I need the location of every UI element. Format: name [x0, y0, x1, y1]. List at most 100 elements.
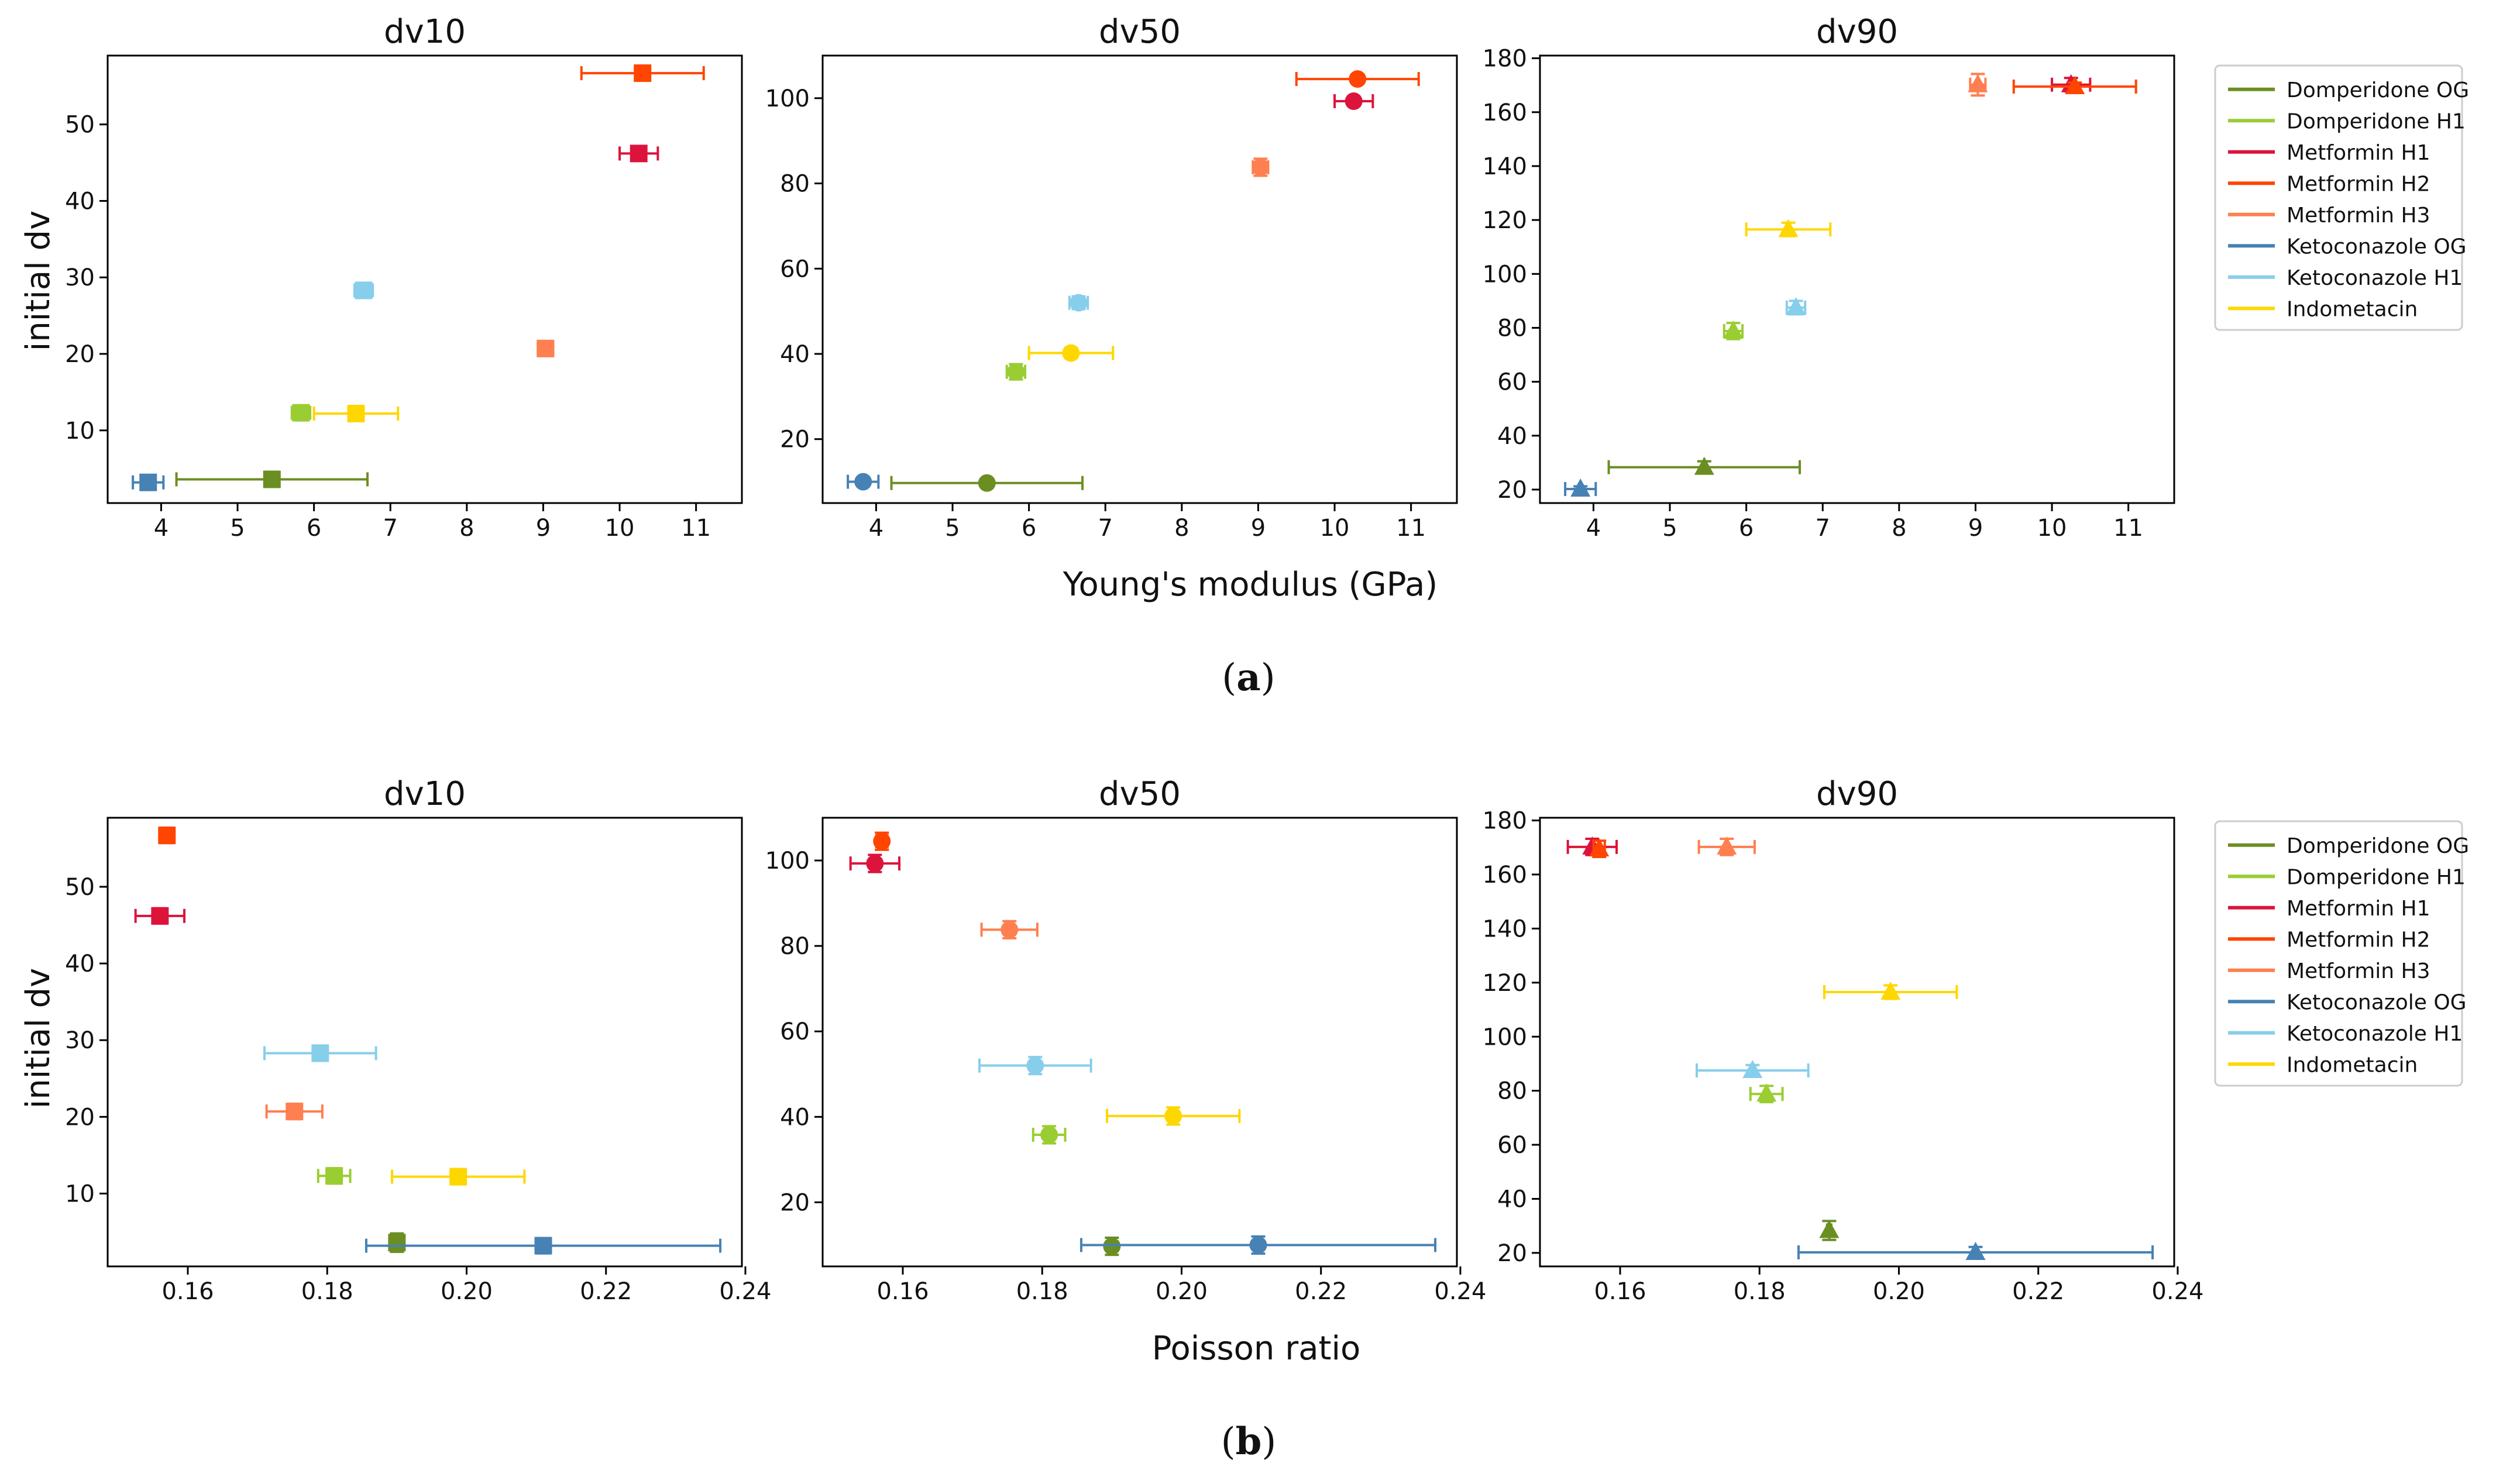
data-point — [1742, 1060, 1763, 1079]
y-tick-label: 40 — [1497, 1186, 1527, 1213]
x-tick-label: 7 — [1816, 515, 1830, 542]
legend-label: Ketoconazole OG — [2287, 235, 2467, 259]
y-tick-label: 120 — [1483, 207, 1527, 234]
legend-item: Ketoconazole H1 — [2228, 266, 2463, 290]
series-metformin-h3 — [1697, 836, 1756, 856]
legend-label: Ketoconazole OG — [2287, 990, 2467, 1014]
y-tick-label: 40 — [1497, 423, 1527, 450]
data-point — [534, 1237, 552, 1255]
x-tick-label: 9 — [1251, 515, 1266, 542]
panel-label-b-open: ( — [1221, 1420, 1236, 1464]
series-metformin-h2 — [580, 64, 705, 82]
xlabel-row-a: Young's modulus (GPa) — [1063, 566, 1438, 604]
series-ketoconazole-h1 — [1696, 1060, 1810, 1079]
data-point — [139, 473, 157, 491]
y-tick-label: 80 — [1497, 315, 1527, 342]
y-tick-label: 120 — [1483, 970, 1527, 997]
data-point — [158, 827, 176, 845]
series-domperidone-h1 — [1723, 320, 1744, 340]
x-tick-label: 0.22 — [2012, 1278, 2064, 1305]
y-tick-label: 30 — [65, 1027, 95, 1054]
y-tick-label: 40 — [65, 951, 95, 977]
panel-label-b: (b) — [1221, 1420, 1277, 1464]
y-tick-label: 30 — [65, 264, 95, 291]
legend-label: Ketoconazole H1 — [2287, 266, 2463, 290]
x-tick-label: 6 — [1739, 515, 1754, 542]
x-tick-label: 8 — [459, 515, 474, 542]
x-tick-label: 7 — [1098, 515, 1113, 542]
legend-label: Domperidone OG — [2287, 78, 2469, 102]
y-tick-label: 80 — [780, 171, 810, 198]
y-tick-label: 50 — [65, 874, 95, 901]
legend-item: Metformin H1 — [2228, 141, 2430, 165]
x-tick-label: 11 — [2113, 515, 2143, 542]
series-domperidone-og — [1103, 1237, 1121, 1256]
legend-item: Metformin H3 — [2228, 959, 2430, 983]
legend-label: Domperidone H1 — [2287, 109, 2466, 133]
data-point — [292, 404, 310, 422]
ylabel-row-a: initial dv — [19, 211, 57, 352]
data-point — [1756, 1083, 1777, 1102]
series-domperidone-h1 — [1005, 363, 1027, 381]
x-tick-label: 0.18 — [1734, 1278, 1786, 1305]
legend-item: Indometacin — [2228, 1053, 2418, 1077]
subplot-title: dv50 — [1099, 13, 1181, 51]
x-tick-label: 8 — [1892, 515, 1906, 542]
data-point — [311, 1044, 329, 1062]
data-point — [355, 281, 373, 299]
x-tick-label: 0.18 — [301, 1278, 353, 1305]
subplot-dv50-a: dv50 4 5 6 7 8 9 10 11 20 40 60 80 100 — [765, 13, 1458, 542]
legend-label: Ketoconazole H1 — [2287, 1022, 2463, 1046]
y-tick-label: 10 — [65, 418, 95, 445]
legend-frame — [2214, 820, 2463, 1087]
panel-label-a-letter: a — [1236, 656, 1260, 700]
x-tick-label: 8 — [1174, 515, 1189, 542]
y-tick-label: 180 — [1483, 808, 1527, 835]
x-tick-label: 4 — [869, 515, 883, 542]
series-domperidone-h1 — [1032, 1125, 1067, 1145]
series-domperidone-h1 — [1749, 1083, 1784, 1104]
plots-layer: dv10 4 5 6 7 8 9 10 11 10 20 30 40 50 dv50 4 5 6 7 8 9 10 11 20… — [65, 13, 2203, 1305]
series-ketoconazole-og — [847, 473, 880, 491]
data-point — [1570, 478, 1591, 497]
data-point — [325, 1167, 343, 1185]
y-tick-label: 60 — [780, 1018, 810, 1045]
legend-item: Indometacin — [2228, 297, 2418, 321]
x-tick-label: 4 — [154, 515, 169, 542]
plot-frame — [106, 817, 743, 1268]
series-ketoconazole-h1 — [263, 1044, 377, 1062]
series-indometacin — [312, 405, 400, 422]
plot-frame — [106, 54, 743, 504]
y-tick-label: 20 — [65, 1104, 95, 1131]
y-tick-label: 40 — [65, 188, 95, 215]
series-metformin-h3 — [1968, 73, 1988, 97]
series-ketoconazole-og — [365, 1237, 722, 1255]
legend-item: Metformin H1 — [2228, 897, 2430, 921]
x-tick-label: 9 — [536, 515, 551, 542]
y-tick-label: 60 — [1497, 369, 1527, 396]
data-point — [347, 405, 365, 422]
legend-item: Domperidone OG — [2228, 78, 2469, 102]
series-ketoconazole-og — [132, 473, 165, 491]
series-domperidone-og — [175, 470, 369, 488]
series-domperidone-h1 — [317, 1167, 352, 1185]
series-domperidone-og — [388, 1232, 406, 1254]
series-indometacin — [1745, 219, 1832, 237]
data-point — [388, 1234, 406, 1252]
series-metformin-h1 — [849, 853, 901, 873]
legend-label: Metformin H1 — [2287, 897, 2430, 921]
x-tick-label: 0.20 — [441, 1278, 493, 1305]
data-point — [1062, 344, 1080, 362]
y-tick-label: 40 — [780, 1104, 810, 1131]
legend-label: Indometacin — [2287, 1053, 2418, 1077]
subplot-title: dv90 — [1816, 775, 1898, 813]
legend-item: Domperidone OG — [2228, 834, 2469, 858]
legends-layer: Domperidone OG Domperidone H1 Metformin H1… — [2214, 64, 2469, 1087]
series-metformin-h3 — [980, 920, 1039, 939]
data-point — [1880, 982, 1901, 1000]
series-metformin-h2 — [873, 831, 891, 851]
legend-item: Ketoconazole H1 — [2228, 1022, 2463, 1046]
x-tick-label: 5 — [1662, 515, 1677, 542]
data-point — [2065, 75, 2085, 94]
